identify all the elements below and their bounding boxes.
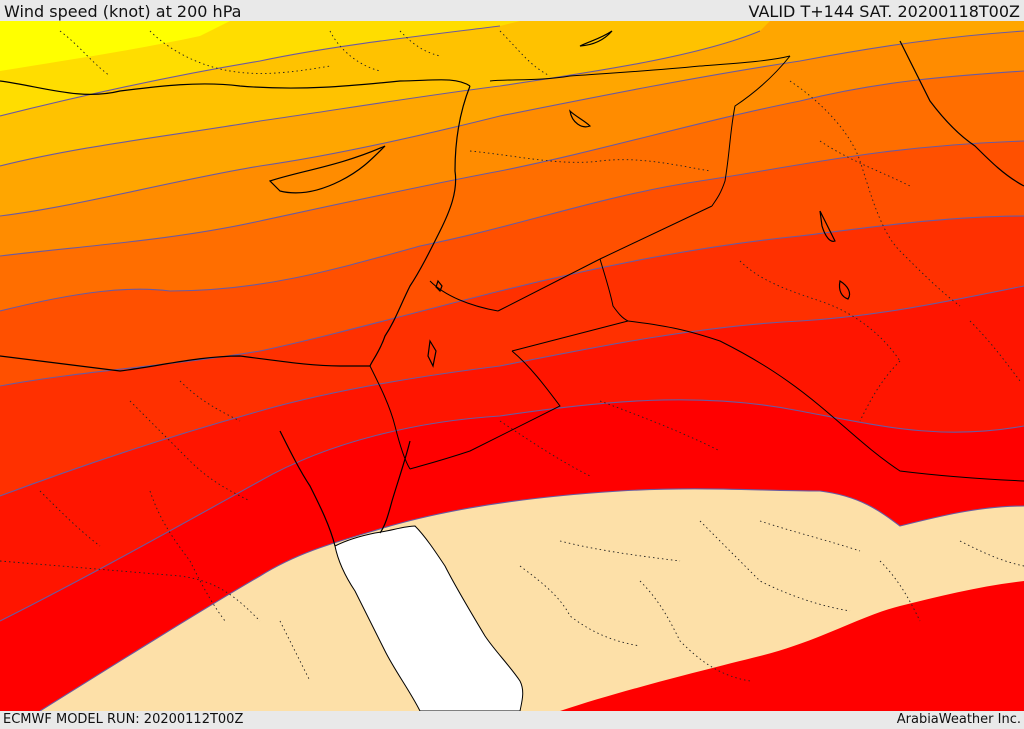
- map-title: Wind speed (knot) at 200 hPa: [4, 2, 242, 21]
- brand-label: ArabiaWeather Inc.: [896, 712, 1021, 727]
- footer-bar: [0, 711, 1024, 729]
- model-run-label: ECMWF MODEL RUN: 20200112T00Z: [3, 712, 244, 727]
- country-borders: [369, 55, 1024, 482]
- band-1: [0, 21, 230, 71]
- header-bar: [0, 0, 1024, 21]
- coastlines: [0, 30, 1024, 547]
- valid-time: VALID T+144 SAT. 20200118T00Z: [748, 2, 1020, 21]
- admin-boundaries: [0, 30, 1024, 682]
- red-sea: [334, 525, 524, 711]
- band-low: [40, 488, 1024, 711]
- wind-speed-map: [0, 21, 1024, 711]
